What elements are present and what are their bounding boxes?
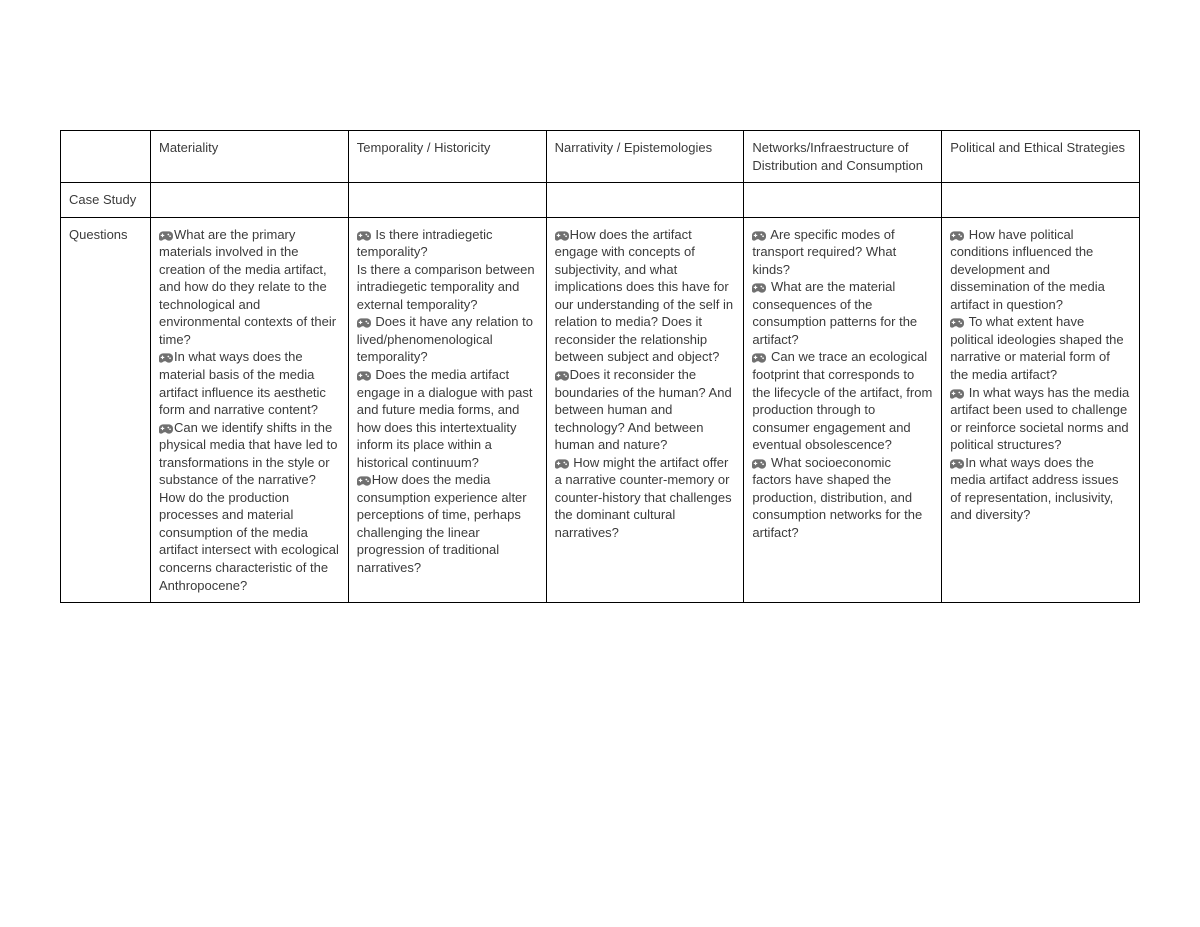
- col-header: Narrativity / Epistemologies: [546, 131, 744, 183]
- question-text: In what ways does the media artifact add…: [950, 455, 1118, 523]
- gamepad-icon: [555, 459, 569, 469]
- gamepad-icon: [950, 459, 964, 469]
- gamepad-icon: [752, 353, 766, 363]
- question-text: Does the media artifact engage in a dial…: [357, 367, 533, 470]
- gamepad-icon: [357, 476, 371, 486]
- cell: [151, 183, 349, 218]
- question-text: Can we identify shifts in the physical m…: [159, 420, 338, 488]
- gamepad-icon: [159, 231, 173, 241]
- gamepad-icon: [950, 318, 964, 328]
- question-text: What are the material consequences of th…: [752, 279, 917, 347]
- gamepad-icon: [159, 424, 173, 434]
- row-header: Questions: [61, 217, 151, 602]
- table-row-questions: Questions What are the primary materials…: [61, 217, 1140, 602]
- table-row-case-study: Case Study: [61, 183, 1140, 218]
- question-text: In what ways does the material basis of …: [159, 349, 326, 417]
- gamepad-icon: [159, 353, 173, 363]
- gamepad-icon: [357, 318, 371, 328]
- col-header: Political and Ethical Strategies: [942, 131, 1140, 183]
- gamepad-icon: [555, 231, 569, 241]
- question-text: How might the artifact offer a narrative…: [555, 455, 732, 540]
- question-text: How do the production processes and mate…: [159, 490, 339, 593]
- col-header: Materiality: [151, 131, 349, 183]
- question-text: How does the artifact engage with concep…: [555, 227, 734, 365]
- question-text: Does it have any relation to lived/pheno…: [357, 314, 533, 364]
- gamepad-icon: [752, 231, 766, 241]
- cell: What are the primary materials involved …: [151, 217, 349, 602]
- cell: [546, 183, 744, 218]
- gamepad-icon: [555, 371, 569, 381]
- question-text: Does it reconsider the boundaries of the…: [555, 367, 732, 452]
- col-header: Temporality / Historicity: [348, 131, 546, 183]
- question-text: What socioeconomic factors have shaped t…: [752, 455, 922, 540]
- question-text: How does the media consumption experienc…: [357, 472, 527, 575]
- corner-cell: [61, 131, 151, 183]
- question-text: Can we trace an ecological footprint tha…: [752, 349, 932, 452]
- row-header: Case Study: [61, 183, 151, 218]
- gamepad-icon: [357, 371, 371, 381]
- cell: [744, 183, 942, 218]
- cell: Is there intradiegetic temporality?Is th…: [348, 217, 546, 602]
- gamepad-icon: [752, 459, 766, 469]
- gamepad-icon: [950, 389, 964, 399]
- question-text: How have political conditions influenced…: [950, 227, 1105, 312]
- analysis-table: Materiality Temporality / Historicity Na…: [60, 130, 1140, 603]
- table-header-row: Materiality Temporality / Historicity Na…: [61, 131, 1140, 183]
- question-text: To what extent have political ideologies…: [950, 314, 1123, 382]
- cell: How have political conditions influenced…: [942, 217, 1140, 602]
- question-text: Are specific modes of transport required…: [752, 227, 896, 277]
- cell: [942, 183, 1140, 218]
- question-text: Is there intradiegetic temporality?: [357, 227, 493, 260]
- question-text: In what ways has the media artifact been…: [950, 385, 1129, 453]
- question-text: What are the primary materials involved …: [159, 227, 336, 347]
- col-header: Networks/Infraestructure of Distribution…: [744, 131, 942, 183]
- gamepad-icon: [357, 231, 371, 241]
- page: Materiality Temporality / Historicity Na…: [0, 0, 1200, 603]
- cell: [348, 183, 546, 218]
- gamepad-icon: [752, 283, 766, 293]
- cell: Are specific modes of transport required…: [744, 217, 942, 602]
- question-text: Is there a comparison between intradiege…: [357, 262, 535, 312]
- gamepad-icon: [950, 231, 964, 241]
- cell: How does the artifact engage with concep…: [546, 217, 744, 602]
